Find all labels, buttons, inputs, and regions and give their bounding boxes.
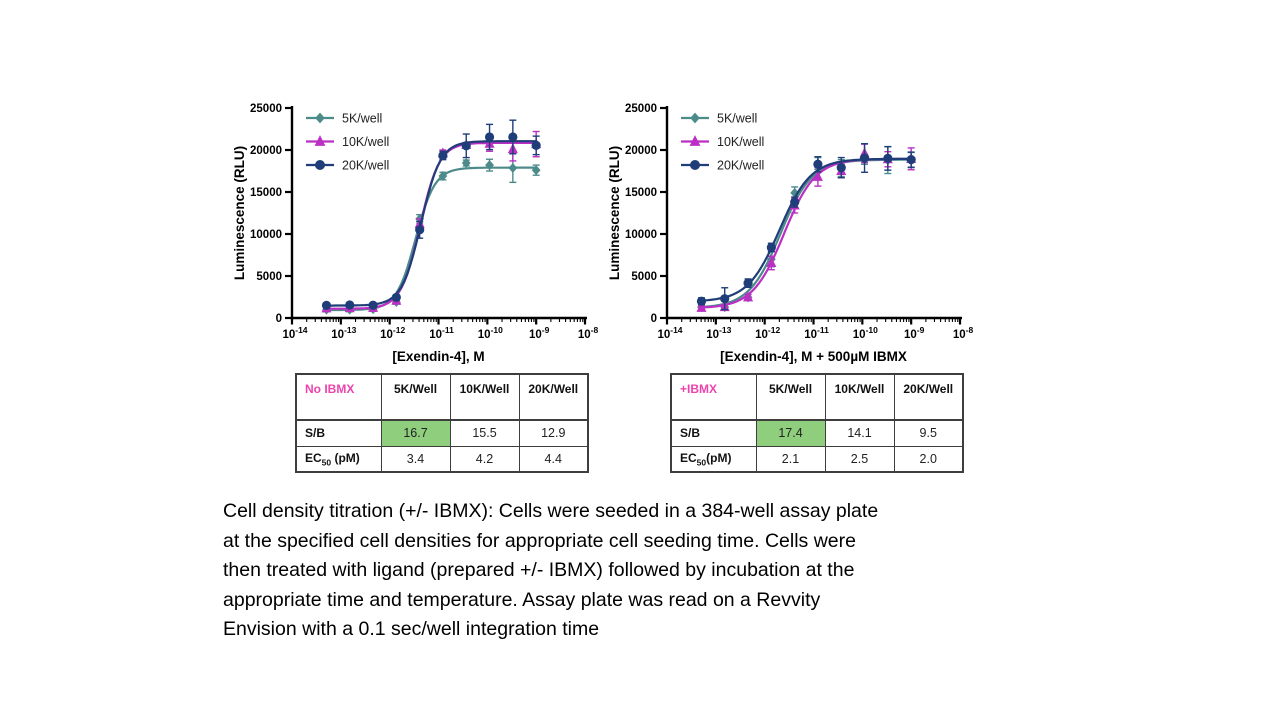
dose-response-chart-no-ibmx: 0 5000 10000 15000 20000 25000 10-14 10-13 10-12…	[228, 78, 608, 383]
y-tick-label: 5000	[631, 271, 657, 283]
x-axis-ticks: 10-14 10-13 10-12 10-11 10-10 10-9 10-8	[657, 318, 973, 341]
table-condition-label: +IBMX	[670, 373, 757, 421]
table-column-header: 20K/Well	[893, 373, 964, 421]
dose-response-chart-plus-ibmx: 0 5000 10000 15000 20000 25000 10-14 10-13 10-12…	[603, 78, 983, 383]
x-tick-label: 10-11	[804, 325, 829, 341]
x-tick-label: 10-12	[380, 325, 405, 341]
axes	[665, 106, 962, 320]
caption-line: then treated with ligand (prepared +/- I…	[223, 559, 855, 581]
legend-label: 10K/well	[342, 135, 389, 149]
x-tick-label: 10-14	[657, 325, 682, 341]
table-value-cell: 12.9	[518, 419, 589, 447]
table-row-label: EC50 (pM)	[295, 445, 382, 473]
table-row-label: S/B	[295, 419, 382, 447]
table-value-cell: 3.4	[380, 445, 451, 473]
data-table: No IBMX 5K/Well 10K/Well 20K/Well S/B 16.7 15.…	[295, 373, 589, 473]
x-tick-label: 10-10	[478, 325, 503, 341]
table-value-cell: 17.4	[755, 419, 826, 447]
x-tick-label: 10-12	[755, 325, 780, 341]
y-tick-label: 15000	[625, 187, 657, 199]
y-tick-label: 0	[651, 313, 657, 325]
y-axis-title: Luminescence (RLU)	[232, 146, 247, 280]
figure-caption: Cell density titration (+/- IBMX): Cells…	[223, 497, 1063, 645]
y-axis-title: Luminescence (RLU)	[607, 146, 622, 280]
y-tick-label: 25000	[250, 103, 282, 115]
table-value-cell: 14.1	[824, 419, 895, 447]
y-axis-ticks: 0 5000 10000 15000 20000 25000	[625, 103, 667, 325]
caption-line: appropriate time and temperature. Assay …	[223, 588, 821, 611]
chart-svg: 0 5000 10000 15000 20000 25000 10-14 10-13 10-12…	[232, 103, 598, 364]
x-tick-label: 10-10	[853, 325, 878, 341]
y-tick-label: 20000	[625, 145, 657, 157]
table-column-header: 5K/Well	[755, 373, 826, 421]
table-column-header: 5K/Well	[380, 373, 451, 421]
y-tick-label: 15000	[250, 187, 282, 199]
y-tick-label: 25000	[625, 103, 657, 115]
caption-line: Cell density titration (+/- IBMX): Cells…	[223, 500, 879, 522]
table-condition-label: No IBMX	[295, 373, 382, 421]
results-table-plus-ibmx: +IBMX 5K/Well 10K/Well 20K/Well S/B 17.4 14.1 9…	[670, 373, 964, 473]
y-tick-label: 0	[276, 313, 282, 325]
data-table: +IBMX 5K/Well 10K/Well 20K/Well S/B 17.4 14.1 9…	[670, 373, 964, 473]
x-tick-label: 10-13	[706, 325, 731, 341]
legend: 5K/well 10K/well 20K/well	[306, 112, 389, 173]
legend-item-20k-well: 20K/well	[681, 159, 764, 173]
table-value-cell: 4.4	[518, 445, 589, 473]
y-tick-label: 20000	[250, 145, 282, 157]
legend-item-5k-well: 5K/well	[306, 112, 382, 126]
series-5k-well	[322, 153, 541, 315]
x-axis-ticks: 10-14 10-13 10-12 10-11 10-10 10-9 10-8	[282, 318, 598, 341]
table-value-cell: 16.7	[380, 419, 451, 447]
legend-item-10k-well: 10K/well	[681, 135, 764, 149]
legend-label: 20K/well	[342, 159, 389, 173]
x-tick-label: 10-14	[282, 325, 307, 341]
legend-label: 20K/well	[717, 159, 764, 173]
x-tick-label: 10-8	[953, 325, 974, 341]
table-value-cell: 15.5	[449, 419, 520, 447]
table-value-cell: 2.5	[824, 445, 895, 473]
x-tick-label: 10-9	[904, 325, 925, 341]
table-value-cell: 2.1	[755, 445, 826, 473]
caption-line: Envision with a 0.1 sec/well integration…	[223, 618, 600, 640]
x-axis-title: [Exendin-4], M	[392, 349, 484, 364]
y-axis-ticks: 0 5000 10000 15000 20000 25000	[250, 103, 292, 325]
results-table-no-ibmx: No IBMX 5K/Well 10K/Well 20K/Well S/B 16.7 15.…	[295, 373, 589, 473]
x-tick-label: 10-8	[578, 325, 599, 341]
table-row-label: EC50(pM)	[670, 445, 757, 473]
legend-label: 5K/well	[717, 112, 757, 126]
series-20k-well	[321, 119, 541, 310]
legend-item-5k-well: 5K/well	[681, 112, 757, 126]
table-column-header: 10K/Well	[824, 373, 895, 421]
table-value-cell: 9.5	[893, 419, 964, 447]
x-tick-label: 10-9	[529, 325, 550, 341]
table-value-cell: 2.0	[893, 445, 964, 473]
x-tick-label: 10-11	[429, 325, 454, 341]
table-value-cell: 4.2	[449, 445, 520, 473]
table-row-label: S/B	[670, 419, 757, 447]
legend: 5K/well 10K/well 20K/well	[681, 112, 764, 173]
y-tick-label: 10000	[250, 229, 282, 241]
caption-line: at the specified cell densities for appr…	[223, 529, 856, 552]
x-tick-label: 10-13	[331, 325, 356, 341]
table-column-header: 20K/Well	[518, 373, 589, 421]
y-tick-label: 10000	[625, 229, 657, 241]
legend-label: 5K/well	[342, 112, 382, 126]
axes	[290, 106, 587, 320]
table-column-header: 10K/Well	[449, 373, 520, 421]
y-tick-label: 5000	[256, 271, 282, 283]
legend-label: 10K/well	[717, 135, 764, 149]
chart-svg: 0 5000 10000 15000 20000 25000 10-14 10-13 10-12…	[607, 103, 973, 364]
series-20k-well	[696, 142, 916, 311]
legend-item-20k-well: 20K/well	[306, 159, 389, 173]
legend-item-10k-well: 10K/well	[306, 135, 389, 149]
x-axis-title: [Exendin-4], M + 500µM IBMX	[720, 349, 907, 364]
